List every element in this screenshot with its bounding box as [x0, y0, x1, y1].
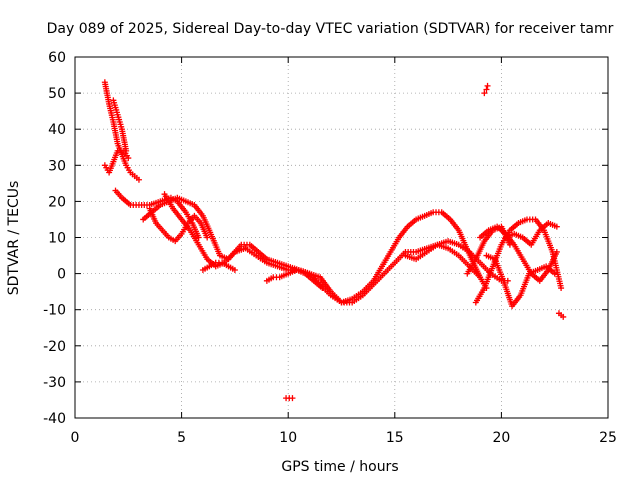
y-tick-label: -40	[43, 411, 66, 427]
data-point	[231, 266, 238, 273]
y-tick-label: -30	[43, 375, 66, 391]
y-axis-label: SDTVAR / TECUs	[6, 181, 22, 296]
x-tick-label: 25	[599, 430, 617, 446]
chart-title: Day 089 of 2025, Sidereal Day-to-day VTE…	[47, 21, 614, 37]
y-tick-label: 10	[48, 231, 66, 247]
data-point	[135, 176, 142, 183]
data-point	[551, 270, 558, 277]
data-point	[553, 223, 560, 230]
x-tick-label: 0	[71, 430, 80, 446]
x-tick-label: 15	[386, 430, 404, 446]
plot-frame	[74, 56, 609, 419]
axis-ticks: 0 5 10 15 20 25 -40 -30 -20 -10 0 10 20 30 40 50 60	[43, 50, 617, 446]
data-point	[558, 285, 565, 292]
data-points	[101, 79, 567, 402]
y-tick-label: 20	[48, 194, 66, 210]
data-point	[289, 395, 296, 402]
x-tick-label: 10	[279, 430, 297, 446]
data-point	[481, 90, 488, 97]
y-tick-label: 60	[48, 50, 66, 66]
data-point	[484, 82, 491, 89]
y-tick-label: 0	[57, 267, 66, 283]
y-tick-label: -20	[43, 339, 66, 355]
x-tick-label: 5	[177, 430, 186, 446]
x-tick-label: 20	[492, 430, 510, 446]
data-point	[195, 234, 202, 241]
data-point	[560, 313, 567, 320]
data-point	[204, 234, 211, 241]
data-point	[553, 248, 560, 255]
y-tick-label: 40	[48, 122, 66, 138]
y-tick-label: 50	[48, 86, 66, 102]
x-axis-label: GPS time / hours	[281, 459, 398, 475]
data-point	[125, 155, 132, 162]
grid-lines	[75, 57, 608, 418]
data-point	[506, 241, 513, 248]
data-point	[477, 274, 484, 281]
y-tick-label: 30	[48, 158, 66, 174]
data-point	[483, 86, 490, 93]
y-tick-label: -10	[43, 303, 66, 319]
data-point	[319, 285, 326, 292]
